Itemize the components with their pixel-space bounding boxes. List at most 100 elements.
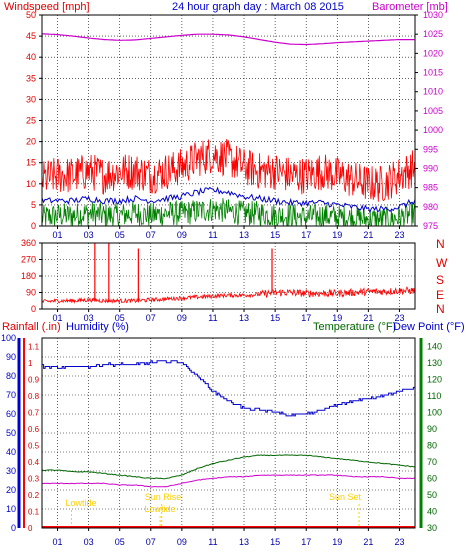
x-tick-label: 07 [146, 230, 156, 240]
x-tick-label: 15 [270, 230, 280, 240]
y2-tick-label: 990 [423, 163, 438, 173]
x-tick-label: 15 [270, 537, 280, 547]
temperature-tick-label: 140 [427, 341, 442, 351]
dew-point-series [41, 474, 415, 488]
temperature-tick-label: 100 [427, 407, 442, 417]
humidity-tick-label: 10 [6, 504, 16, 514]
wind-speed-series [41, 139, 416, 202]
temperature-series [41, 454, 416, 480]
humidity-tick-label: 100 [1, 333, 16, 343]
temperature-tick-label: 60 [427, 473, 437, 483]
humidity-tick-label: 30 [6, 466, 16, 476]
x-tick-label: 09 [177, 313, 187, 323]
humidity-tick-label: 80 [6, 371, 16, 381]
panel3-grid [42, 338, 415, 528]
rain-tick-label: 0.8 [28, 392, 40, 401]
y2-tick-label: 975 [423, 221, 438, 231]
panel1-x-ticks: 01 03 05 07 09 11 13 15 17 19 21 23 [53, 226, 404, 240]
y-tick-label: 30 [26, 94, 36, 104]
x-tick-label: 23 [394, 313, 404, 323]
y-tick-label: 35 [26, 73, 36, 83]
rain-tick-label: 0 [28, 524, 33, 533]
x-tick-label: 01 [53, 537, 63, 547]
x-tick-label: 05 [115, 537, 125, 547]
humidity-axis-label: Humidity (%) [66, 321, 129, 333]
y-tick-label: 270 [21, 255, 36, 265]
y2-tick-label: 980 [423, 202, 438, 212]
compass-label: N [436, 237, 445, 251]
panel1-frame [41, 14, 416, 227]
x-tick-label: 13 [239, 230, 249, 240]
rain-tick-label: 0.4 [28, 458, 40, 467]
y2-tick-label: 1025 [423, 29, 443, 39]
y2-tick-label: 1020 [423, 48, 443, 58]
panel2-frame [41, 242, 416, 310]
panel3-temperature-ticks: 30 40 50 60 70 80 90 100 110 120 130 140 [427, 341, 442, 533]
panel3-frame [41, 337, 416, 529]
y-tick-label: 50 [26, 10, 36, 20]
rain-tick-label: 0.1 [28, 507, 40, 516]
panel1-right-ticks: 975 980 985 990 995 1000 1005 1010 1015 1020 1025 1… [415, 10, 443, 231]
y2-tick-label: 1015 [423, 68, 443, 78]
temperature-tick-label: 70 [427, 457, 437, 467]
rain-tick-label: 0.5 [28, 441, 40, 450]
panel1-series [41, 33, 416, 228]
annotation-label: Sun Rise [145, 492, 182, 502]
y-tick-label: 25 [26, 116, 36, 126]
y2-tick-label: 1000 [423, 125, 443, 135]
x-tick-label: 05 [115, 230, 125, 240]
humidity-series [42, 360, 415, 417]
barometer-series [41, 33, 415, 46]
temperature-tick-label: 90 [427, 424, 437, 434]
compass-label: W [436, 256, 448, 270]
x-tick-label: 13 [239, 537, 249, 547]
dewpoint-axis-label: Dew Point (°F) [393, 321, 465, 333]
y-tick-label: 180 [21, 271, 36, 281]
x-tick-label: 21 [363, 537, 373, 547]
temperature-tick-label: 120 [427, 374, 442, 384]
panel3-rain-ticks: 0 0.1 0.2 0.3 0.4 0.5 0.6 0.7 0.8 0.9 1 1.1 [28, 342, 40, 533]
x-tick-label: 03 [84, 313, 94, 323]
panel2-series [41, 243, 416, 305]
rain-tick-label: 0.9 [28, 375, 40, 384]
x-tick-label: 19 [332, 537, 342, 547]
humidity-tick-label: 0 [11, 523, 16, 533]
x-tick-label: 07 [146, 537, 156, 547]
x-tick-label: 09 [177, 537, 187, 547]
y-tick-label: 0 [31, 304, 36, 314]
wind-direction-series [41, 286, 416, 305]
compass-label: N [436, 302, 445, 316]
y2-tick-label: 1005 [423, 106, 443, 116]
y-tick-label: 45 [26, 31, 36, 41]
rain-tick-label: 0.6 [28, 425, 40, 434]
compass-label: S [436, 273, 444, 287]
x-tick-label: 17 [301, 537, 311, 547]
y-tick-label: 20 [26, 137, 36, 147]
y-tick-label: 15 [26, 158, 36, 168]
panel3-series [41, 360, 416, 528]
rainfall-axis-label: Rainfall (.in) [2, 321, 61, 333]
humidity-tick-label: 60 [6, 409, 16, 419]
y-tick-label: 5 [31, 200, 36, 210]
wind-average-series [41, 186, 416, 214]
x-tick-label: 03 [84, 230, 94, 240]
x-tick-label: 21 [363, 313, 373, 323]
y-tick-label: 0 [31, 221, 36, 231]
temperature-tick-label: 110 [427, 391, 441, 401]
y-tick-label: 90 [26, 288, 36, 298]
x-tick-label: 19 [332, 230, 342, 240]
x-tick-label: 23 [394, 230, 404, 240]
x-tick-label: 11 [208, 230, 217, 240]
x-tick-label: 17 [301, 230, 311, 240]
annotation-label: Lowtide [65, 498, 96, 508]
panel3-annotations: Lowtide Sun Rise Lowtide Sun Set [65, 492, 362, 526]
y-tick-label: 10 [26, 179, 36, 189]
annotation-label: Lowtide [144, 504, 175, 514]
x-tick-label: 05 [115, 313, 125, 323]
humidity-tick-label: 50 [6, 428, 16, 438]
temperature-axis-label: Temperature (°F) [313, 321, 396, 333]
temperature-tick-label: 80 [427, 440, 437, 450]
x-tick-label: 11 [208, 313, 217, 323]
windspeed-axis-label: Windspeed [mph] [4, 1, 90, 13]
